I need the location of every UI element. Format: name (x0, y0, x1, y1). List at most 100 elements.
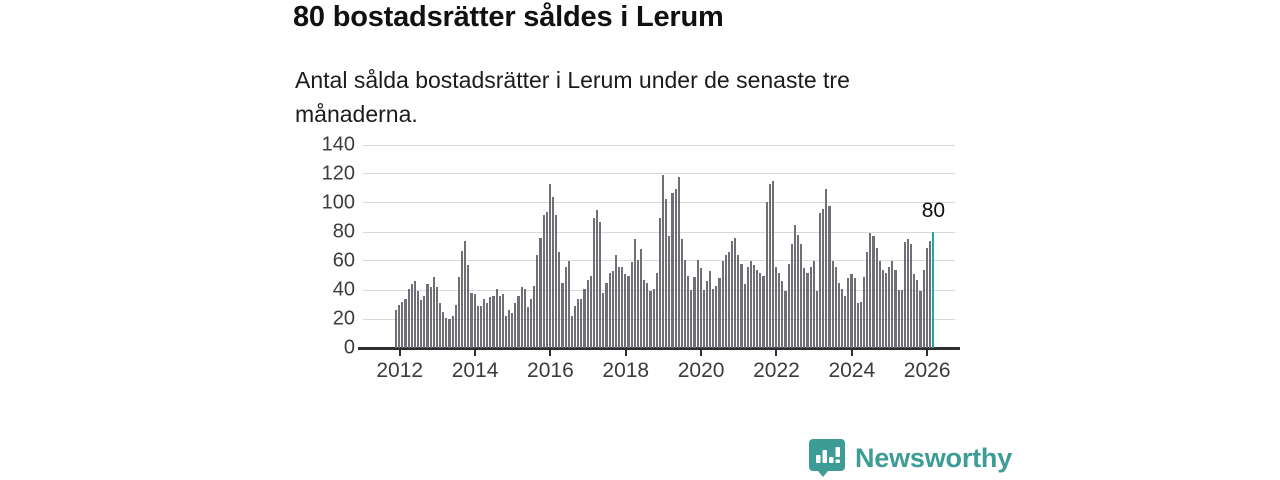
bar (818, 213, 822, 348)
bar (611, 271, 614, 348)
bar (548, 184, 552, 348)
bar (721, 261, 724, 348)
bar (479, 305, 482, 348)
bar (906, 239, 910, 348)
bar (614, 255, 617, 348)
y-tick-label: 120 (321, 162, 355, 185)
bar (636, 259, 639, 348)
bar (775, 266, 778, 348)
bar (815, 291, 818, 348)
bar (492, 295, 495, 348)
bar (457, 276, 460, 348)
y-tick-label: 20 (332, 307, 355, 330)
bar (467, 265, 470, 348)
x-axis-tick (474, 349, 477, 356)
bar (919, 291, 922, 348)
bar (696, 259, 699, 348)
bar (589, 275, 592, 348)
bar (592, 217, 595, 348)
bar (420, 300, 423, 348)
bar (561, 282, 564, 348)
y-tick-label: 100 (321, 191, 355, 214)
bar (866, 252, 869, 348)
x-tick-label: 2016 (527, 359, 574, 382)
y-tick-label: 60 (332, 249, 355, 272)
bar (630, 262, 633, 348)
bar (677, 176, 680, 348)
bar (520, 287, 523, 348)
bar (570, 316, 574, 348)
bar (875, 247, 878, 348)
bar (840, 288, 844, 348)
bar (486, 303, 489, 348)
latest-value-label: 80 (921, 199, 946, 223)
bar (900, 290, 903, 348)
bar (928, 240, 932, 348)
bar (803, 268, 806, 348)
bar (859, 301, 862, 348)
bar (787, 263, 790, 348)
gridline (363, 144, 955, 146)
bar (668, 236, 671, 348)
bar (495, 288, 498, 348)
bar (473, 294, 476, 348)
newsworthy-logo-icon (808, 438, 846, 478)
bar (498, 295, 501, 348)
bar (482, 298, 486, 348)
bar (545, 211, 548, 348)
bar (765, 201, 768, 348)
bar (602, 292, 605, 348)
bar (508, 310, 511, 348)
bar (771, 181, 775, 348)
bar (530, 298, 533, 348)
bar-highlight-latest (932, 232, 935, 348)
bar (539, 237, 542, 348)
bar (633, 239, 636, 348)
bar (574, 305, 577, 348)
bar (853, 278, 856, 348)
bar (639, 249, 643, 348)
x-tick-label: 2022 (753, 359, 800, 382)
bar (448, 319, 451, 348)
bar (605, 282, 608, 348)
bar (784, 291, 787, 348)
bar (737, 255, 740, 348)
bar (555, 214, 558, 348)
x-tick-label: 2018 (602, 359, 650, 382)
bar (712, 288, 715, 348)
bar (822, 208, 825, 348)
bar (693, 276, 696, 348)
bar (718, 278, 721, 348)
bar (705, 281, 709, 348)
bar (812, 261, 815, 348)
bar (504, 316, 508, 348)
bar (687, 275, 690, 348)
bar (426, 284, 429, 348)
bar (797, 234, 800, 348)
bar (800, 243, 803, 348)
bar (661, 175, 665, 348)
gridline (363, 173, 955, 175)
bar (715, 285, 718, 348)
bar (727, 252, 731, 348)
bar (658, 217, 661, 348)
bar (850, 274, 853, 348)
bar (690, 290, 693, 348)
bar (460, 250, 464, 348)
x-axis-tick (775, 349, 778, 356)
bar (410, 284, 413, 348)
x-tick-label: 2024 (828, 359, 876, 382)
bar (762, 275, 765, 348)
bar (759, 272, 762, 348)
bar (511, 313, 514, 348)
bar (916, 279, 919, 348)
bar (627, 275, 630, 348)
bar (617, 266, 621, 348)
bar (856, 303, 859, 348)
bar (608, 272, 611, 348)
bar (825, 188, 828, 348)
newsworthy-brand-link[interactable]: Newsworthy (808, 438, 1012, 478)
bar (445, 317, 448, 348)
bar (523, 288, 526, 348)
